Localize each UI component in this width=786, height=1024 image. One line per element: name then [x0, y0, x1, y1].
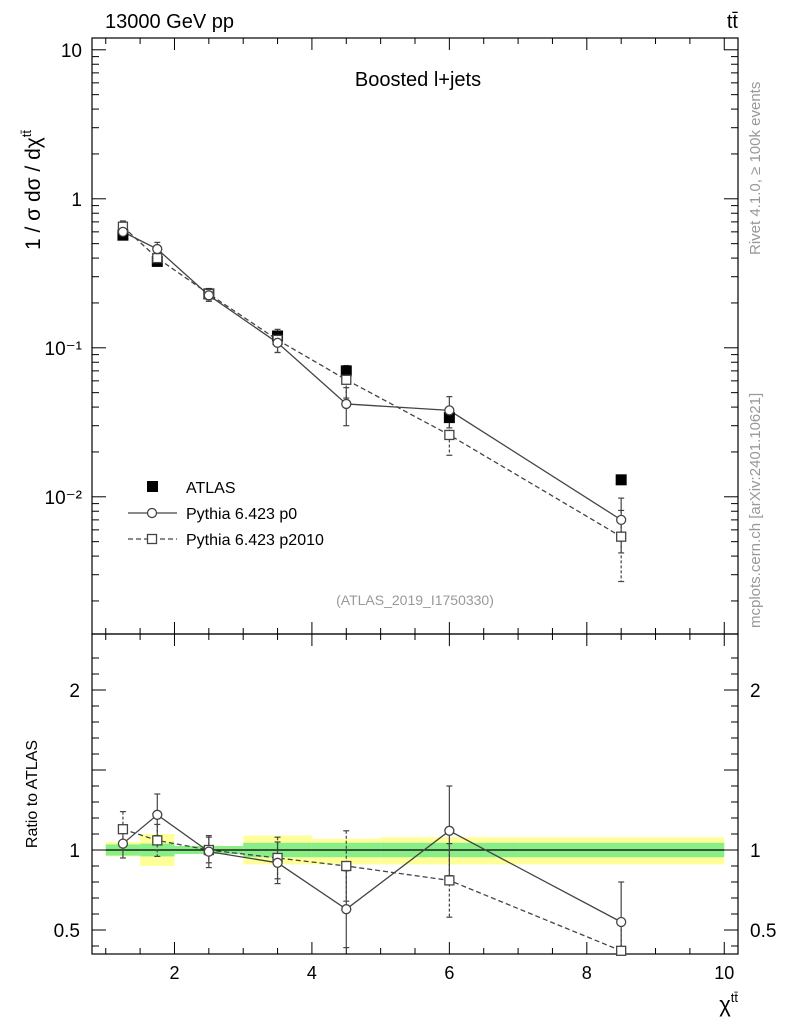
header-process-label: tt̄ [727, 11, 739, 33]
ratio-y-axis-label: Ratio to ATLAS [24, 740, 41, 848]
main-plot-title: Boosted l+jets [355, 69, 481, 91]
ratio-plot-frame [91, 633, 739, 955]
main-atlas-point [443, 412, 455, 424]
main-p0-point [341, 398, 352, 410]
legend-atlas-label: ATLAS [186, 480, 236, 497]
ratio-y-tick-label-right: 0.5 [750, 921, 776, 942]
main-y-tick-label: 10⁻² [45, 488, 83, 509]
main-p2010-point [341, 374, 352, 385]
x-tick-label: 4 [307, 963, 317, 983]
main-atlas-point [340, 365, 352, 377]
ratio-p2010-point [444, 875, 455, 886]
main-y-tick-label: 10⁻¹ [45, 339, 83, 360]
legend-p0-marker [146, 507, 158, 519]
x-tick-label: 2 [169, 963, 179, 983]
legend-p2010-marker [146, 533, 158, 545]
header-energy-label: 13000 GeV pp [105, 11, 234, 33]
ratio-y-tick-label-right: 2 [750, 681, 761, 702]
ratio-p2010-point [341, 860, 352, 872]
main-p2010-point [444, 429, 455, 441]
x-tick-label: 6 [444, 963, 454, 983]
x-axis-label-text: χ [719, 992, 731, 1017]
main-y-axis-label-text: 1 / σ dσ / dχ [22, 137, 45, 250]
main-p0-point [272, 337, 283, 348]
ratio-p2010-point [152, 835, 163, 846]
main-p0-point [117, 226, 129, 238]
ratio-y-tick-label: 1 [69, 841, 80, 862]
main-p0-point [152, 243, 163, 255]
ratio-p0-line [122, 813, 622, 923]
main-p2010-point [616, 531, 627, 542]
main-y-tick-label: 10 [61, 41, 82, 62]
ratio-p2010-point [616, 945, 627, 956]
x-tick-label: 8 [582, 963, 592, 983]
legend-p0-label: Pythia 6.423 p0 [186, 506, 297, 523]
legend-atlas-marker [147, 481, 158, 492]
x-axis-label: χtt̄ [719, 990, 738, 1017]
main-p0-point [203, 290, 214, 301]
main-y-tick-label: 1 [71, 190, 82, 211]
analysis-watermark: (ATLAS_2019_I1750330) [336, 592, 494, 608]
ratio-p0-point [117, 838, 129, 849]
ratio-p0-point [203, 846, 214, 857]
main-y-axis-label: 1 / σ dσ / dχtt̄ [19, 130, 45, 250]
ratio-p0-point [341, 904, 352, 915]
ratio-p0-point [616, 916, 627, 928]
main-y-axis-label-sup: tt̄ [19, 130, 34, 138]
main-p0-point [616, 514, 627, 526]
ratio-p0-point [152, 809, 163, 820]
legend: ATLAS Pythia 6.423 p0 Pythia 6.423 p2010 [128, 480, 324, 549]
main-p2010-point [152, 252, 163, 264]
ratio-p0-point [444, 825, 455, 836]
ratio-y-tick-label: 0.5 [54, 921, 80, 942]
ratio-y-tick-label-right: 1 [750, 841, 761, 862]
ratio-y-tick-label: 2 [69, 681, 80, 702]
rivet-version-label: Rivet 4.1.0, ≥ 100k events [747, 82, 764, 255]
ratio-p2010-point [117, 824, 129, 835]
ratio-p0-point [272, 857, 283, 868]
legend-p2010-label: Pythia 6.423 p2010 [186, 532, 324, 549]
main-atlas-point [615, 474, 627, 486]
x-axis-label-sup: tt̄ [731, 990, 739, 1005]
main-p0-point [444, 405, 455, 416]
mcplots-reference-label: mcplots.cern.ch [arXiv:2401.10621] [747, 393, 764, 628]
main-p0-line [122, 231, 622, 521]
x-tick-label: 10 [714, 963, 734, 983]
